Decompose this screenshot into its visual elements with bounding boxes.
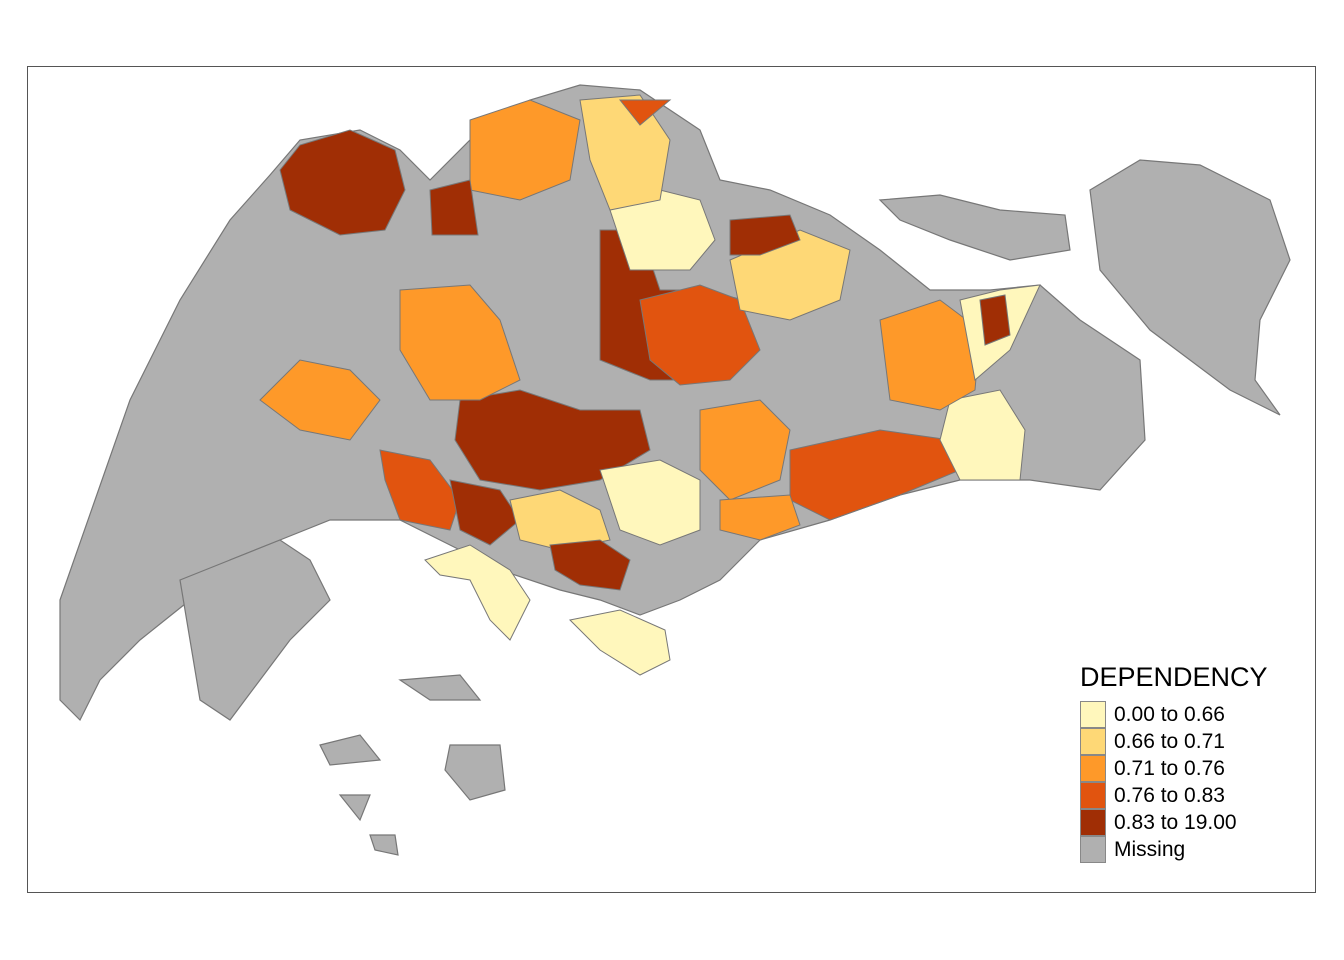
legend-item: 0.66 to 0.71 (1080, 728, 1268, 755)
region-queenstown (449, 479, 521, 546)
region-reclaimed-south (424, 544, 531, 641)
region-lim-chu-kang (279, 129, 406, 236)
region-clementi (379, 449, 461, 531)
legend-label: 0.00 to 0.66 (1114, 702, 1225, 726)
legend: DEPENDENCY 0.00 to 0.66 0.66 to 0.71 0.7… (1080, 662, 1268, 863)
southern-islands (319, 674, 506, 856)
legend-item: 0.00 to 0.66 (1080, 701, 1268, 728)
pulau-tekong (1089, 159, 1291, 416)
region-geylang (699, 399, 791, 501)
main-island (59, 84, 1146, 722)
legend-item: Missing (1080, 836, 1268, 863)
region-bukit-merah (549, 539, 631, 591)
region-punggol (729, 214, 801, 256)
legend-item: 0.71 to 0.76 (1080, 755, 1268, 782)
region-changi-strip (979, 294, 1011, 346)
pulau-ubin (878, 194, 1071, 261)
region-sentosa (568, 609, 671, 676)
region-jurong-west (259, 359, 381, 441)
legend-label: 0.71 to 0.76 (1114, 756, 1225, 780)
legend-label: 0.66 to 0.71 (1114, 729, 1225, 753)
region-tampines (879, 299, 981, 411)
region-east-light (939, 389, 1026, 481)
legend-swatch (1080, 809, 1106, 836)
legend-item: 0.83 to 19.00 (1080, 809, 1268, 836)
region-central-west (454, 389, 651, 491)
region-yishun (579, 94, 671, 211)
region-bukit-batok (399, 284, 521, 401)
jurong-island (179, 539, 331, 721)
region-north-mid (639, 284, 761, 386)
legend-item: 0.76 to 0.83 (1080, 782, 1268, 809)
map-frame (27, 66, 1316, 893)
region-marine-parade (719, 494, 801, 541)
legend-swatch (1080, 701, 1106, 728)
legend-label: 0.83 to 19.00 (1114, 810, 1237, 834)
region-north-small (429, 179, 479, 236)
legend-swatch (1080, 755, 1106, 782)
legend-swatch (1080, 782, 1106, 809)
legend-title: DEPENDENCY (1080, 662, 1268, 692)
region-south-light (509, 489, 611, 551)
legend-swatch (1080, 836, 1106, 863)
legend-swatch (1080, 728, 1106, 755)
legend-label: 0.76 to 0.83 (1114, 783, 1225, 807)
region-north-small-2 (618, 99, 672, 126)
region-east (789, 429, 961, 521)
region-city-core (599, 459, 701, 546)
legend-label: Missing (1114, 837, 1186, 861)
